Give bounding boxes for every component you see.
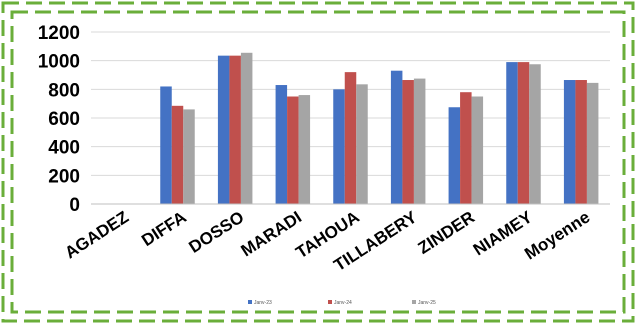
bar-maradi-janv-24: [287, 96, 299, 204]
bar-moyenne-janv-23: [563, 80, 576, 204]
x-tick-label: DOSSO: [185, 207, 247, 256]
bar-zinder-janv-25: [471, 96, 484, 204]
legend-label: Janv-24: [334, 300, 352, 306]
bar-tahoua-janv-23: [333, 89, 345, 204]
bar-maradi-janv-25: [298, 95, 311, 204]
bar-tillabery-janv-24: [402, 80, 414, 204]
bar-dosso-janv-24: [229, 55, 241, 205]
bar-diffa-janv-24: [171, 105, 184, 204]
inner-dashed-border: [10, 10, 626, 314]
bar-dosso-janv-23: [217, 55, 230, 205]
x-tick-label: MARADI: [238, 207, 305, 260]
bar-moyenne-janv-25: [586, 82, 599, 204]
x-axis-ticks: AGADEZ DIFFADOSSOMARADITAHOUATILLABERYZIN…: [61, 207, 593, 275]
bar-niamey-janv-23: [506, 62, 518, 204]
legend-swatch: [248, 300, 252, 304]
legend-label: Janv-25: [418, 300, 436, 306]
y-tick-label: 400: [48, 138, 80, 159]
legend: Janv-23 Janv-24 Janv-25: [248, 300, 436, 306]
y-tick-label: 800: [48, 80, 80, 101]
bar-dosso-janv-25: [240, 52, 253, 205]
y-tick-label: 0: [69, 195, 80, 216]
bar-niamey-janv-24: [517, 62, 530, 204]
bar-diffa-janv-25: [183, 109, 195, 204]
bar-marks: [160, 52, 599, 205]
bar-zinder-janv-24: [460, 92, 472, 204]
x-tick-label: DIFFA: [138, 207, 190, 250]
bar-diffa-janv-23: [160, 86, 172, 204]
bar-niamey-janv-25: [529, 64, 541, 204]
y-axis-ticks: 0 200 400 600 800 1000 1200: [38, 23, 80, 216]
bar-tahoua-janv-24: [344, 72, 357, 204]
bar-moyenne-janv-24: [575, 80, 587, 204]
x-tick-label: ZINDER: [415, 207, 478, 257]
legend-swatch: [328, 300, 332, 304]
bar-tahoua-janv-25: [356, 84, 368, 204]
y-tick-label: 1000: [38, 52, 80, 73]
bar-tillabery-janv-25: [413, 78, 426, 204]
bar-zinder-janv-23: [448, 107, 461, 204]
legend-label: Janv-23: [254, 300, 272, 306]
x-tick-label: Moyenne: [521, 207, 593, 263]
y-tick-label: 1200: [38, 23, 80, 44]
y-tick-label: 200: [48, 166, 80, 187]
y-tick-label: 600: [48, 109, 80, 130]
bar-tillabery-janv-23: [390, 70, 403, 204]
legend-swatch: [412, 300, 416, 304]
bar-maradi-janv-23: [275, 85, 288, 204]
